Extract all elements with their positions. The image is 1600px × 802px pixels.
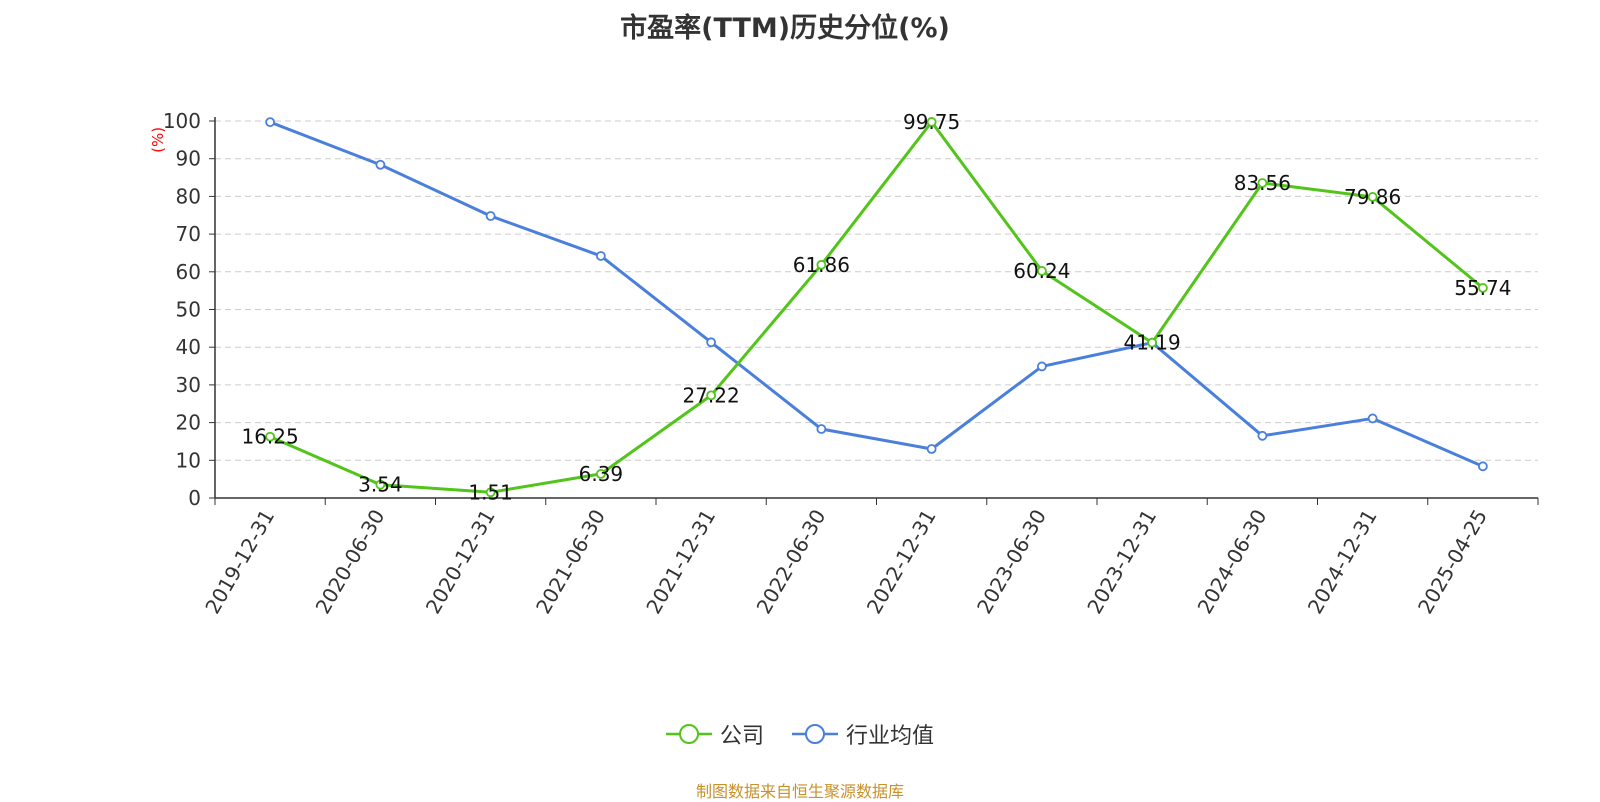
- source-note: 制图数据来自恒生聚源数据库: [695, 782, 904, 801]
- y-tick-label: 60: [176, 260, 201, 284]
- data-label: 1.51: [468, 480, 513, 504]
- series-line: [269, 120, 1484, 468]
- data-label: 83.56: [1234, 171, 1291, 195]
- data-point[interactable]: [595, 251, 606, 261]
- data-point[interactable]: [1367, 413, 1378, 424]
- y-tick-label: 40: [176, 335, 201, 359]
- data-label: 3.54: [358, 473, 403, 497]
- y-tick-label: 20: [176, 411, 201, 435]
- x-tick-label: 2020-06-30: [311, 505, 390, 618]
- data-point[interactable]: [926, 117, 937, 127]
- data-point[interactable]: [1147, 337, 1158, 348]
- data-point[interactable]: [485, 487, 496, 498]
- data-label: 27.22: [682, 383, 739, 407]
- data-label: 99.75: [903, 110, 960, 134]
- data-label: 60.24: [1013, 259, 1070, 283]
- x-tick-label: 2022-06-30: [752, 505, 831, 618]
- data-point[interactable]: [1477, 461, 1488, 472]
- grid-lines: [215, 120, 1538, 461]
- y-tick-label: 100: [163, 109, 201, 133]
- data-point[interactable]: [265, 117, 276, 128]
- series-lines: [265, 117, 1488, 498]
- data-label: 61.86: [793, 253, 850, 277]
- x-tick-label: 2023-06-30: [972, 505, 1051, 618]
- x-tick-label: 2019-12-31: [200, 505, 279, 618]
- y-tick-label: 50: [176, 298, 201, 322]
- data-label: 55.74: [1454, 276, 1511, 300]
- data-point[interactable]: [1367, 192, 1378, 202]
- x-tick-label: 2023-12-31: [1082, 505, 1161, 618]
- legend-item[interactable]: 公司: [665, 718, 764, 750]
- data-label: 6.39: [579, 462, 624, 486]
- data-point[interactable]: [1036, 361, 1047, 372]
- x-tick-label: 2021-12-31: [641, 505, 720, 618]
- x-tick-label: 2020-12-31: [421, 505, 500, 618]
- data-point[interactable]: [1036, 265, 1047, 276]
- data-point[interactable]: [485, 211, 496, 221]
- data-point[interactable]: [595, 469, 606, 479]
- data-label: 16.25: [241, 425, 298, 449]
- legend-line-circle-icon: [665, 724, 712, 744]
- data-label: 79.86: [1344, 185, 1401, 209]
- data-point[interactable]: [265, 431, 276, 442]
- x-tick-label: 2022-12-31: [862, 505, 941, 618]
- series-line: [269, 120, 1484, 494]
- chart-title: 市盈率(TTM)历史分位(%): [620, 13, 950, 44]
- data-point[interactable]: [816, 259, 827, 270]
- data-point[interactable]: [1257, 178, 1268, 188]
- y-axis-label: (%): [149, 127, 167, 153]
- legend-label: 行业均值: [846, 724, 935, 749]
- data-point[interactable]: [706, 390, 717, 401]
- data-point[interactable]: [1257, 430, 1268, 441]
- y-tick-label: 70: [176, 222, 201, 246]
- x-tick-label: 2021-06-30: [531, 505, 610, 618]
- y-tick-label: 0: [188, 486, 201, 510]
- y-tick-label: 30: [176, 373, 201, 397]
- data-label: 41.19: [1123, 331, 1180, 355]
- y-tick-label: 80: [176, 184, 201, 208]
- y-tick-label: 90: [176, 147, 201, 171]
- data-point[interactable]: [375, 479, 386, 490]
- data-labels: 16.25 3.54 1.51 6.39 27.22 61.86 99.75 60.24 41.…: [241, 110, 1511, 504]
- legend-item[interactable]: 行业均值: [792, 718, 934, 750]
- legend-line-circle-icon: [792, 724, 838, 744]
- x-tick-label: 2024-06-30: [1193, 505, 1272, 618]
- legend-label: 公司: [719, 724, 764, 749]
- data-point[interactable]: [706, 337, 717, 348]
- data-point[interactable]: [926, 444, 937, 454]
- y-tick-label: 10: [176, 448, 201, 472]
- data-point[interactable]: [375, 159, 386, 170]
- x-tick-label: 2024-12-31: [1303, 505, 1382, 618]
- axes: 0 10 20 30 40 50 60 70 80 90 100(%) 2019-12-31 2020-…: [149, 109, 1539, 618]
- x-tick-label: 2025-04-25: [1413, 505, 1492, 618]
- data-point[interactable]: [1477, 282, 1488, 293]
- legend: 公司 行业均值: [0, 718, 1600, 750]
- data-point[interactable]: [816, 424, 827, 434]
